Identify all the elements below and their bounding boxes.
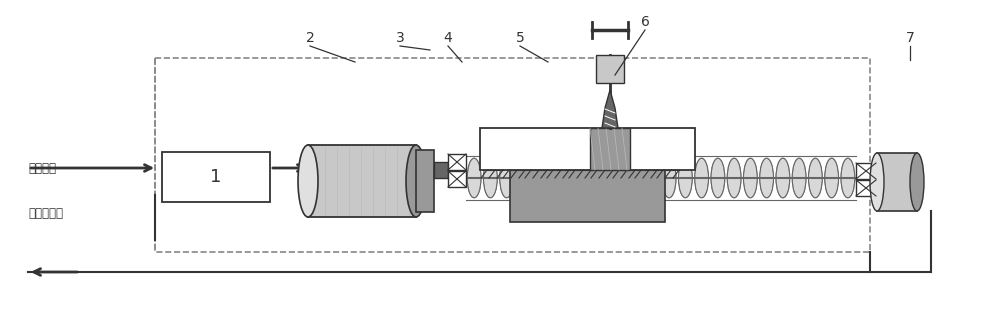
Ellipse shape [532,158,546,198]
Text: 1: 1 [210,168,222,186]
Bar [416,150,434,212]
Ellipse shape [483,158,497,198]
Ellipse shape [910,153,924,211]
Ellipse shape [678,158,692,198]
Ellipse shape [743,158,757,198]
Bar [434,162,448,178]
Ellipse shape [406,145,426,217]
Text: 5: 5 [516,31,524,45]
Ellipse shape [467,158,481,198]
Ellipse shape [581,158,595,198]
Text: 6: 6 [641,15,649,29]
Ellipse shape [630,158,644,198]
Text: 控制输入: 控制输入 [28,162,56,174]
Bar [448,154,466,170]
Bar [877,153,917,211]
Text: 传感器输出: 传感器输出 [28,207,63,219]
Ellipse shape [711,158,725,198]
Ellipse shape [695,158,709,198]
Ellipse shape [298,145,318,217]
Bar [856,180,876,196]
Ellipse shape [662,158,676,198]
Bar [162,152,270,202]
Text: 7: 7 [906,31,914,45]
Ellipse shape [516,158,530,198]
Bar [510,170,665,222]
Ellipse shape [870,153,884,211]
Ellipse shape [776,158,790,198]
Ellipse shape [792,158,806,198]
Ellipse shape [565,158,579,198]
Bar [596,55,624,83]
Bar [480,128,695,170]
Bar [590,128,630,170]
Bar [308,145,416,217]
Ellipse shape [613,158,627,198]
Text: 3: 3 [396,31,404,45]
Ellipse shape [825,158,839,198]
Ellipse shape [646,158,660,198]
Ellipse shape [597,158,611,198]
Ellipse shape [548,158,562,198]
Bar [448,171,466,187]
Ellipse shape [760,158,774,198]
Bar [856,163,876,179]
Text: 2: 2 [306,31,314,45]
Ellipse shape [808,158,822,198]
Text: 4: 4 [444,31,452,45]
Polygon shape [602,90,618,128]
Ellipse shape [841,158,855,198]
Ellipse shape [500,158,514,198]
Ellipse shape [727,158,741,198]
